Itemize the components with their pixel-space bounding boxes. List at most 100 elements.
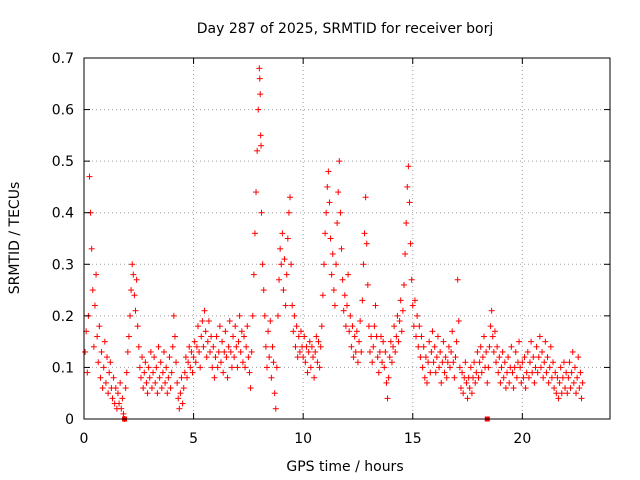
data-point	[268, 374, 275, 381]
data-point	[154, 390, 161, 397]
data-point	[234, 364, 241, 371]
data-point	[151, 354, 158, 361]
data-point	[334, 220, 341, 227]
data-point	[391, 323, 398, 330]
data-point	[230, 333, 237, 340]
data-point	[358, 348, 365, 355]
data-point	[512, 348, 519, 355]
data-point	[248, 348, 255, 355]
data-point	[499, 348, 506, 355]
data-point	[160, 348, 167, 355]
data-point	[560, 359, 567, 366]
data-point	[279, 230, 286, 237]
data-point	[493, 359, 500, 366]
data-point	[396, 318, 403, 325]
data-point	[264, 364, 271, 371]
data-point	[285, 209, 292, 216]
data-point	[577, 369, 584, 376]
data-point	[478, 369, 485, 376]
data-point	[495, 369, 502, 376]
chart-title: Day 287 of 2025, SRMTID for receiver bor…	[197, 21, 494, 37]
data-point	[528, 338, 535, 345]
data-point	[117, 379, 124, 386]
data-point	[250, 271, 257, 278]
data-point	[547, 343, 554, 350]
data-point	[442, 354, 449, 361]
data-point	[566, 359, 573, 366]
data-point	[129, 261, 136, 268]
data-point	[431, 343, 438, 350]
data-point	[568, 369, 575, 376]
data-point	[227, 348, 234, 355]
data-point	[190, 354, 197, 361]
data-point	[413, 333, 420, 340]
data-point	[534, 369, 541, 376]
data-point	[384, 395, 391, 402]
data-point	[342, 323, 349, 330]
data-point	[363, 240, 370, 247]
y-tick-label: 0	[65, 412, 74, 428]
data-point	[304, 369, 311, 376]
data-point	[91, 302, 98, 309]
data-point	[114, 390, 121, 397]
data-point	[191, 338, 198, 345]
data-point	[537, 364, 544, 371]
data-point	[131, 292, 138, 299]
data-point	[371, 323, 378, 330]
data-point	[410, 323, 417, 330]
data-point	[278, 261, 285, 268]
data-point	[306, 338, 313, 345]
data-point	[189, 369, 196, 376]
data-point	[439, 359, 446, 366]
data-point	[322, 230, 329, 237]
data-point	[291, 312, 298, 319]
data-point	[483, 348, 490, 355]
data-point	[480, 333, 487, 340]
data-point	[196, 348, 203, 355]
data-point	[135, 343, 142, 350]
data-point	[176, 405, 183, 412]
data-point	[487, 323, 494, 330]
data-point	[365, 323, 372, 330]
data-point	[333, 261, 340, 268]
data-point	[231, 354, 238, 361]
data-point	[541, 359, 548, 366]
data-point	[259, 261, 266, 268]
data-point	[98, 348, 105, 355]
data-point	[245, 354, 252, 361]
data-point	[485, 364, 492, 371]
data-point	[508, 343, 515, 350]
data-point	[221, 348, 228, 355]
data-point	[579, 379, 586, 386]
data-point	[428, 348, 435, 355]
data-point	[488, 307, 495, 314]
data-point	[336, 158, 343, 165]
data-point	[479, 354, 486, 361]
data-point	[489, 333, 496, 340]
data-point	[207, 348, 214, 355]
data-point	[272, 405, 279, 412]
data-point	[84, 369, 91, 376]
data-point	[345, 271, 352, 278]
data-point	[181, 369, 188, 376]
data-point	[324, 183, 331, 190]
data-point	[211, 374, 218, 381]
data-point	[163, 364, 170, 371]
data-point	[186, 343, 193, 350]
data-point	[167, 385, 174, 392]
data-point	[339, 276, 346, 283]
data-point	[223, 354, 230, 361]
data-point	[356, 338, 363, 345]
data-point	[249, 312, 256, 319]
data-point	[503, 369, 510, 376]
data-point	[168, 369, 175, 376]
data-point	[330, 287, 337, 294]
data-point	[463, 379, 470, 386]
data-point	[120, 410, 127, 417]
data-point	[187, 364, 194, 371]
data-point	[344, 302, 350, 309]
data-point	[205, 318, 212, 325]
data-point	[216, 323, 223, 330]
data-point	[86, 173, 93, 180]
data-point	[164, 390, 171, 397]
